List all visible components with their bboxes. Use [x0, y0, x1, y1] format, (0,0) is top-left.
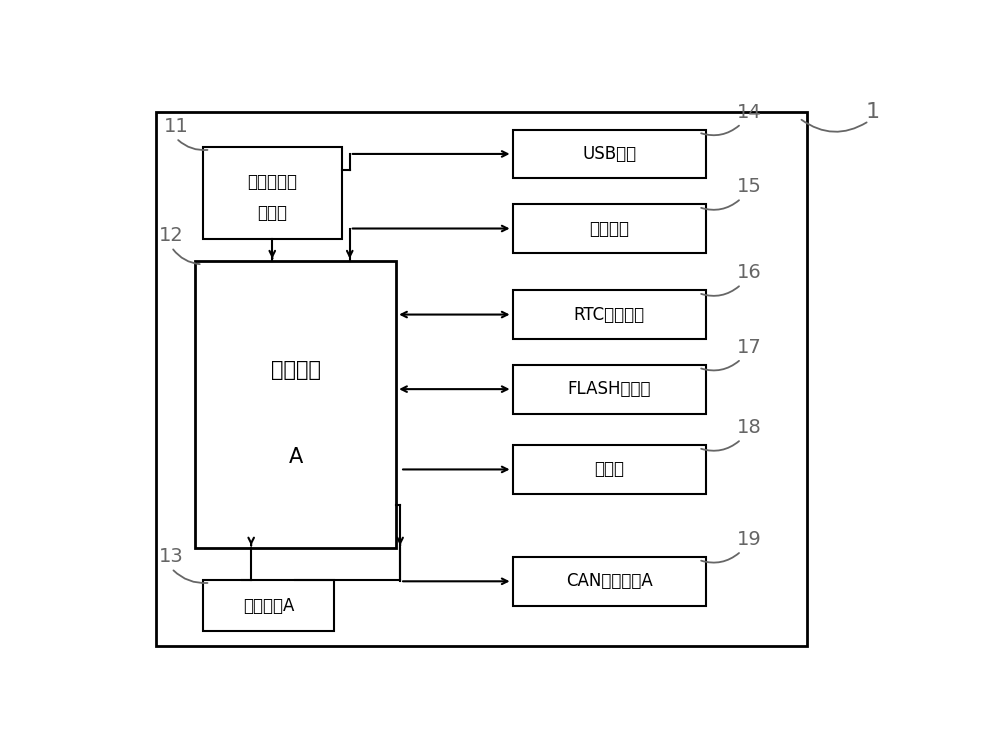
Text: 18: 18: [736, 419, 761, 437]
Bar: [512, 365, 706, 413]
Text: 电源模块A: 电源模块A: [243, 597, 294, 615]
Text: 12: 12: [159, 226, 184, 245]
Bar: [512, 204, 706, 253]
Text: USB模块: USB模块: [582, 145, 636, 163]
Text: 微控制器: 微控制器: [270, 361, 320, 381]
Text: 触摸按键: 触摸按键: [589, 220, 629, 238]
Text: 14: 14: [736, 103, 761, 122]
Text: 宽视角液晶: 宽视角液晶: [247, 173, 297, 191]
Text: 15: 15: [736, 177, 761, 197]
Text: RTC时钟电路: RTC时钟电路: [574, 305, 645, 323]
Text: 1: 1: [866, 102, 880, 122]
Bar: [202, 580, 334, 632]
Text: CAN通讯模块A: CAN通讯模块A: [566, 572, 653, 590]
Bar: [512, 130, 706, 178]
Bar: [202, 147, 342, 238]
Text: FLASH存储器: FLASH存储器: [568, 380, 651, 398]
Bar: [512, 557, 706, 606]
Text: 13: 13: [159, 548, 184, 566]
Bar: [195, 261, 396, 548]
Text: 17: 17: [736, 338, 761, 357]
Bar: [512, 445, 706, 494]
Text: 显示屏: 显示屏: [257, 204, 287, 222]
Text: A: A: [288, 446, 303, 466]
Bar: [512, 291, 706, 339]
Text: 16: 16: [736, 264, 761, 282]
Text: 19: 19: [736, 530, 761, 549]
Text: 蜂鸣器: 蜂鸣器: [594, 460, 624, 478]
Text: 11: 11: [164, 117, 189, 136]
Bar: [156, 112, 807, 646]
